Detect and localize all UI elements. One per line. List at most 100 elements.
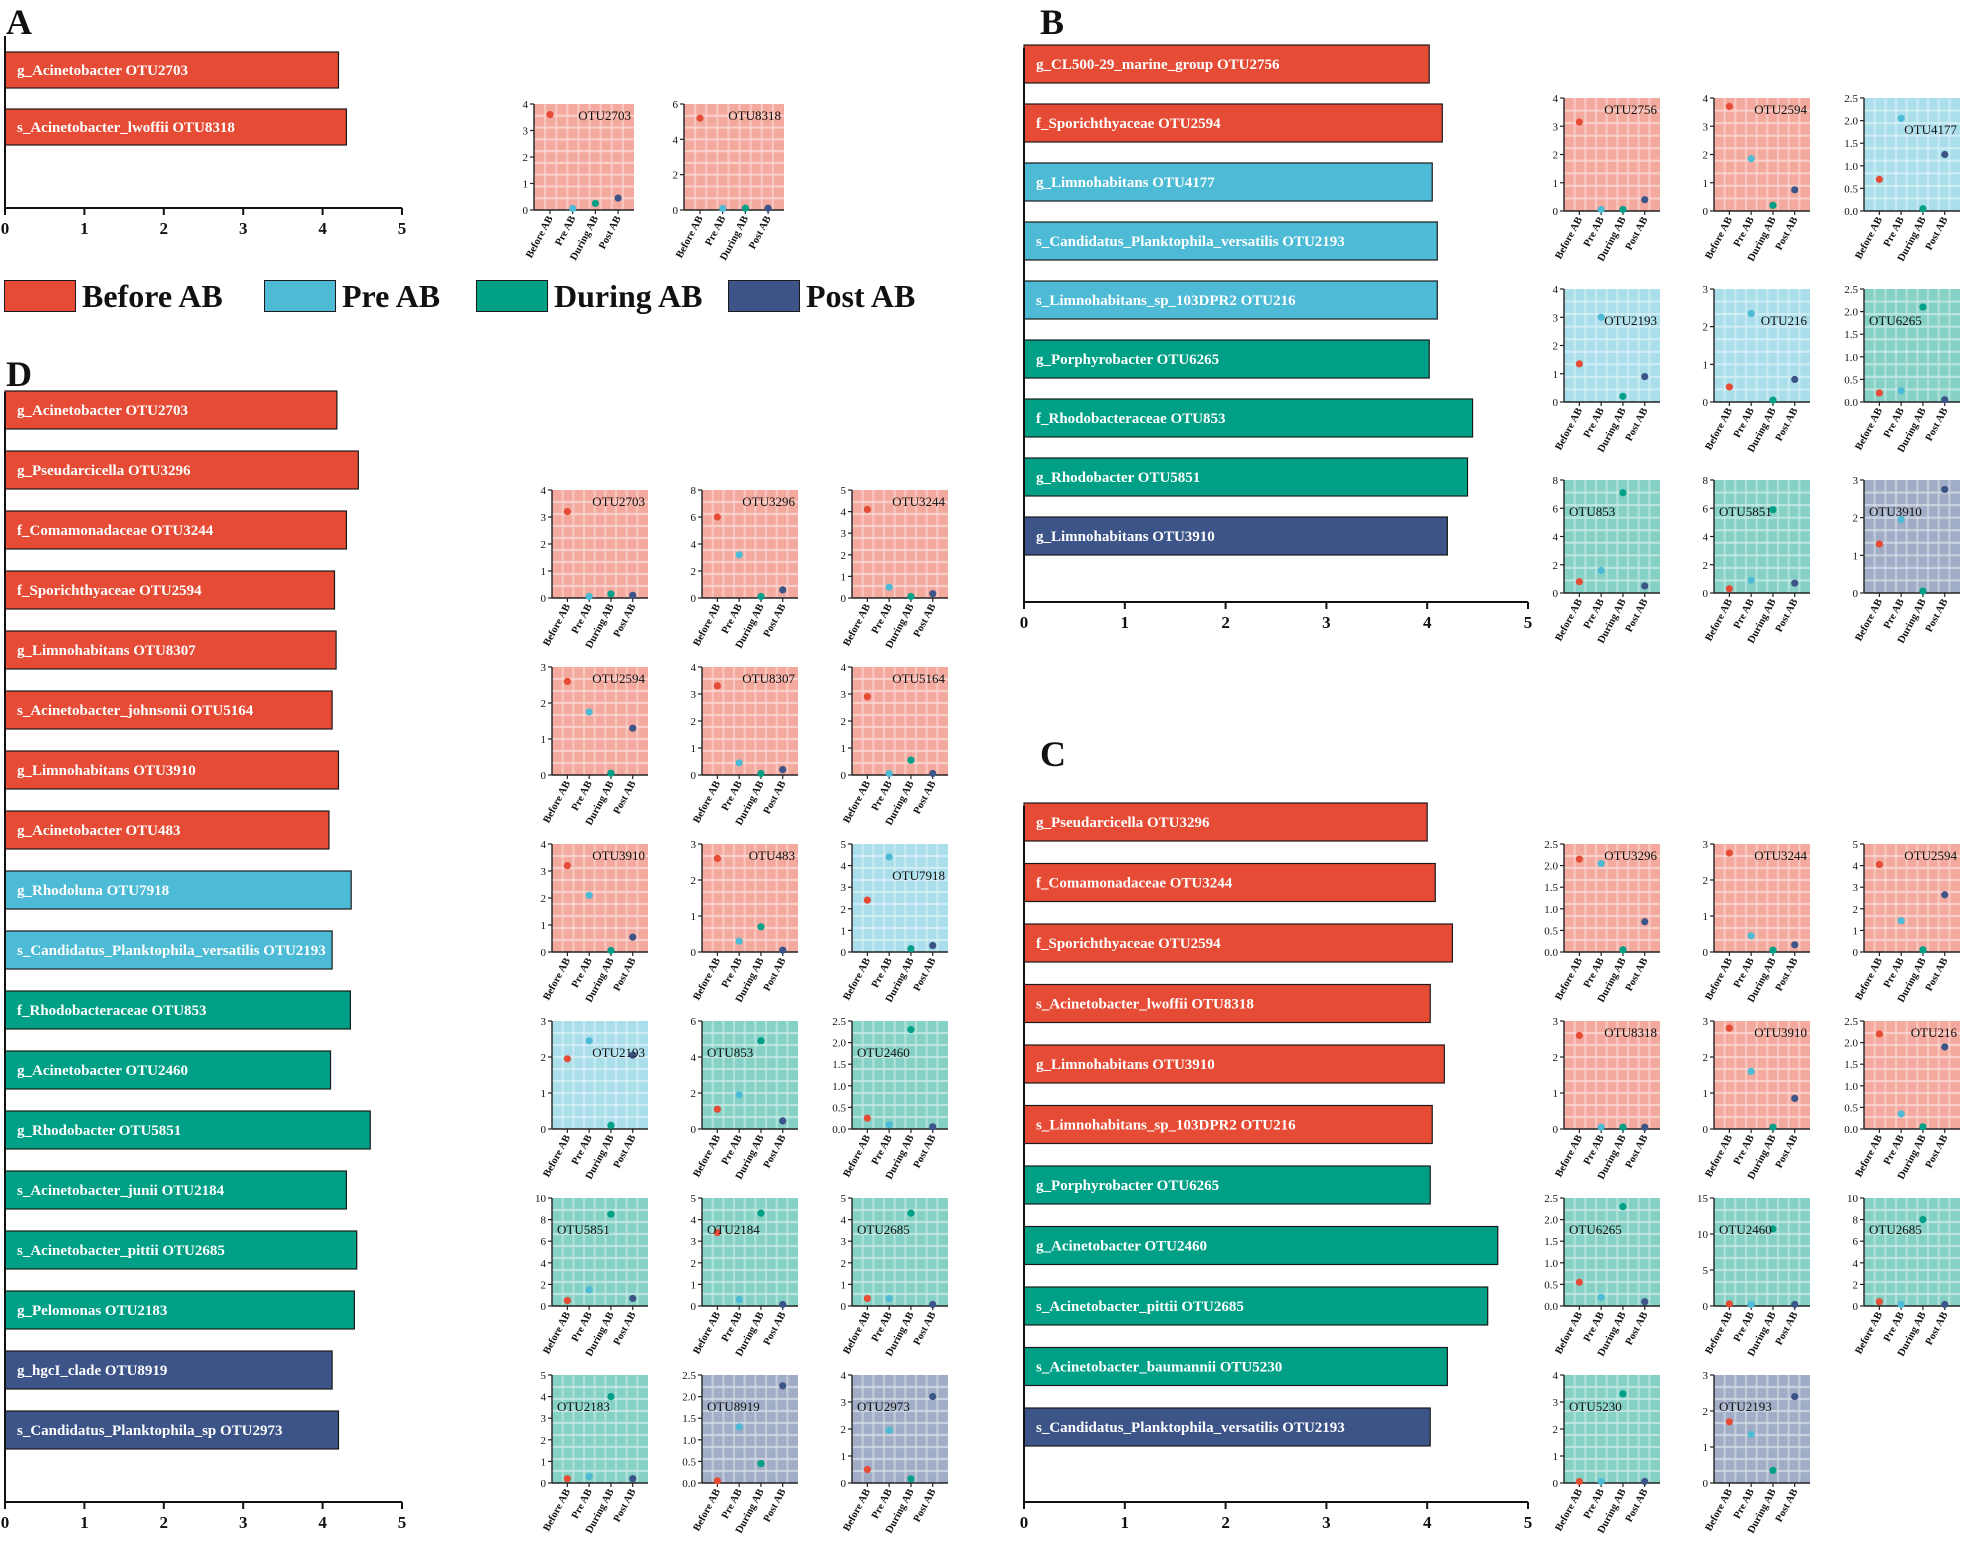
mini-y-tick-label-b-otu2594-4: 4 [1703,93,1709,105]
mini-point-d-otu2460-during-ab [907,1026,915,1034]
mini-y-tick-label-b-otu6265-0.5: 0.5 [1844,374,1858,386]
mini-x-tick-label-b-otu2594-before-ab: Before AB [1704,215,1735,261]
mini-y-tick-label-d-otu2594-0: 0 [541,770,547,782]
bar-label-c-s-acinetobacter-lwoffii-otu8318: s_Acinetobacter_lwoffii OTU8318 [1036,997,1254,1013]
mini-point-b-otu216-pre-ab [1747,309,1755,318]
mini-y-tick-label-d-otu2193-3: 3 [541,1016,547,1028]
mini-title-b-otu6265: OTU6265 [1869,313,1922,328]
mini-point-d-otu5851-pre-ab [585,1286,593,1294]
mini-title-c-otu6265: OTU6265 [1569,1222,1622,1237]
mini-y-tick-label-d-otu483-0: 0 [691,947,697,959]
mini-point-a-otu2703-during-ab [591,199,600,207]
mini-y-tick-label-d-otu2973-1: 1 [841,1451,847,1463]
mini-y-tick-label-d-otu8307-2: 2 [691,716,697,728]
bar-label-d-g-hgci-clade-otu8919: g_hgcI_clade OTU8919 [17,1363,167,1379]
mini-y-tick-label-a-otu2703-1: 1 [523,179,529,191]
mini-y-tick-label-a-otu8318-6: 6 [673,99,679,111]
mini-point-c-otu216-pre-ab [1897,1110,1905,1118]
bar-b-g-limnohabitans-otu3910 [1023,516,1448,556]
mini-point-d-otu2183-pre-ab [585,1472,593,1481]
mini-point-d-otu483-before-ab [713,854,721,863]
mini-y-tick-label-d-otu8307-1: 1 [691,743,697,755]
x-tick-label-c-4: 4 [1423,1513,1432,1532]
bar-label-c-f-sporichthyaceae-otu2594: f_Sporichthyaceae OTU2594 [1036,936,1221,952]
mini-title-b-otu2756: OTU2756 [1604,102,1657,117]
bar-label-d-g-limnohabitans-otu8307: g_Limnohabitans OTU8307 [17,643,196,659]
bar-label-d-f-comamonadaceae-otu3244: f_Comamonadaceae OTU3244 [17,523,214,539]
panel-letter-c: C [1040,734,1066,774]
mini-y-tick-label-d-otu2703-4: 4 [541,485,547,497]
mini-point-c-otu2193-pre-ab [1747,1430,1755,1438]
mini-x-tick-label-d-otu2193-before-ab: Before AB [542,1133,573,1179]
mini-y-tick-label-c-otu2594-4: 4 [1853,861,1859,873]
mini-x-tick-label-c-otu2460-before-ab: Before AB [1704,1310,1735,1356]
mini-point-c-otu2685-post-ab [1941,1300,1949,1309]
mini-title-d-otu2973: OTU2973 [857,1399,910,1414]
mini-x-tick-label-d-otu2973-before-ab: Before AB [842,1487,873,1533]
mini-y-tick-label-d-otu3296-4: 4 [691,539,697,551]
mini-title-d-otu2685: OTU2685 [857,1222,910,1237]
x-tick-label-b-2: 2 [1221,613,1230,632]
x-tick-label-c-1: 1 [1121,1513,1130,1532]
mini-x-tick-label-c-otu3910-before-ab: Before AB [1704,1133,1735,1179]
bar-label-d-s-acinetobacter-johnsonii-otu5164: s_Acinetobacter_johnsonii OTU5164 [17,703,254,719]
mini-point-b-otu216-during-ab [1769,396,1777,404]
mini-x-tick-label-c-otu5230-before-ab: Before AB [1554,1487,1585,1533]
mini-y-tick-label-c-otu216-1.5: 1.5 [1844,1059,1858,1071]
bar-label-d-s-candidatus-planktophila-sp-otu2973: s_Candidatus_Planktophila_sp OTU2973 [17,1423,283,1439]
panel-b: g_CL500-29_marine_group OTU2756 f_Sporich… [1020,44,1960,645]
mini-point-b-otu2193-before-ab [1575,360,1583,368]
mini-point-c-otu2685-during-ab [1919,1216,1927,1224]
mini-y-tick-label-c-otu8318-3: 3 [1553,1016,1559,1028]
mini-y-tick-label-d-otu2703-1: 1 [541,566,547,578]
mini-y-tick-label-c-otu216-0.5: 0.5 [1844,1102,1858,1114]
mini-y-tick-label-c-otu3910-2: 2 [1703,1052,1709,1064]
mini-point-c-otu2594-pre-ab [1897,917,1905,925]
mini-y-tick-label-b-otu3910-0: 0 [1853,588,1859,600]
mini-x-tick-label-b-otu2756-before-ab: Before AB [1554,215,1585,261]
mini-point-d-otu2685-post-ab [929,1300,937,1309]
mini-point-b-otu3910-during-ab [1919,587,1927,595]
mini-point-d-otu483-post-ab [779,946,787,954]
mini-title-d-otu3244: OTU3244 [892,494,945,509]
mini-point-d-otu483-during-ab [757,923,765,931]
mini-point-c-otu5230-during-ab [1619,1390,1627,1398]
mini-point-d-otu2973-before-ab [863,1465,871,1474]
mini-y-tick-label-d-otu2183-5: 5 [541,1370,547,1382]
mini-point-d-otu2184-during-ab [757,1209,765,1217]
mini-point-c-otu3910-post-ab [1791,1094,1799,1102]
mini-point-c-otu2685-pre-ab [1897,1300,1905,1309]
bar-label-d-g-rhodobacter-otu5851: g_Rhodobacter OTU5851 [17,1123,181,1139]
mini-y-tick-label-d-otu3296-8: 8 [691,485,697,497]
mini-y-tick-label-d-otu2685-3: 3 [841,1236,847,1248]
mini-bg-d-otu2703 [552,490,648,598]
mini-bg-b-otu2193 [1564,289,1660,402]
bar-label-b-g-cl500-29-marine-group-otu2756: g_CL500-29_marine_group OTU2756 [1036,57,1280,73]
mini-point-b-otu3910-post-ab [1941,485,1949,494]
mini-y-tick-label-d-otu483-3: 3 [691,839,697,851]
mini-x-tick-label-d-otu8307-before-ab: Before AB [692,779,723,825]
mini-point-b-otu4177-before-ab [1875,175,1883,183]
mini-point-d-otu2973-post-ab [929,1393,937,1401]
mini-x-tick-label-d-otu3296-before-ab: Before AB [692,602,723,648]
mini-x-tick-label-a-otu2703-post-ab: Post AB [597,214,624,251]
mini-point-c-otu2460-before-ab [1725,1300,1733,1308]
mini-point-d-otu2685-pre-ab [885,1294,893,1303]
mini-y-tick-label-b-otu6265-2.5: 2.5 [1844,284,1858,296]
legend-swatch-post-ab [728,280,800,312]
mini-point-a-otu8318-during-ab [741,204,750,212]
mini-y-tick-label-c-otu2193-0: 0 [1703,1478,1709,1490]
mini-x-tick-label-b-otu216-before-ab: Before AB [1704,406,1735,452]
mini-point-b-otu6265-pre-ab [1897,387,1905,395]
mini-y-tick-label-c-otu3244-1: 1 [1703,911,1709,923]
bar-d-g-hgci-clade-otu8919 [4,1350,333,1390]
mini-title-d-otu2460: OTU2460 [857,1045,910,1060]
mini-y-tick-label-c-otu216-2.5: 2.5 [1844,1016,1858,1028]
mini-x-tick-label-a-otu8318-post-ab: Post AB [747,214,774,251]
mini-y-tick-label-b-otu5851-2: 2 [1703,560,1709,572]
